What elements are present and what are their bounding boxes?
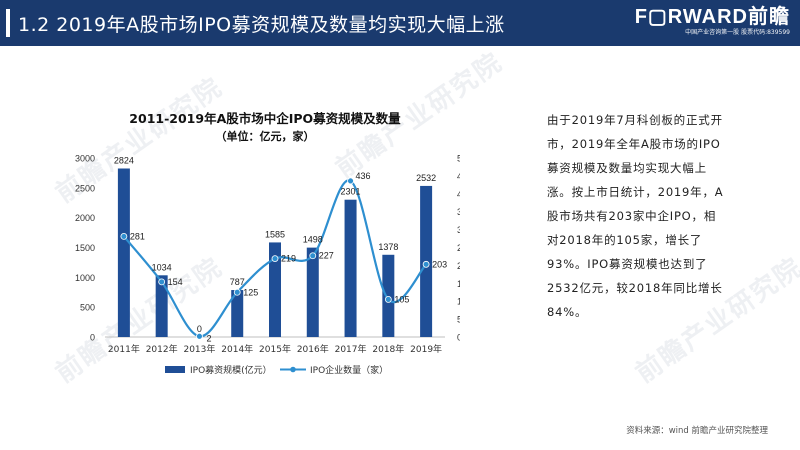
bar-value-label: 1585	[265, 229, 285, 239]
y-right-tick-label: 50	[457, 315, 460, 325]
x-tick-label: 2013年	[183, 343, 215, 355]
brand-name: F▢RWARD前瞻	[634, 6, 790, 28]
x-tick-label: 2018年	[372, 343, 404, 355]
legend-swatch-bar	[165, 366, 185, 373]
y-right-tick-label: 350	[457, 207, 460, 217]
line-value-label: 2	[206, 333, 211, 343]
bar-value-label: 0	[197, 324, 202, 334]
line-point	[158, 278, 166, 286]
y-right-tick-label: 300	[457, 225, 460, 235]
brand-logo: F▢RWARD前瞻 中国产业咨询第一股 股票代码:839599	[625, 6, 790, 37]
y-right-tick-label: 100	[457, 297, 460, 307]
chart-container: 2011-2019年A股市场中企IPO募资规模及数量 （单位：亿元，家） 0 500 1…	[60, 100, 460, 400]
bar-value-label: 2301	[341, 187, 361, 197]
line-value-label: 281	[130, 231, 145, 241]
x-tick-label: 2016年	[297, 343, 329, 355]
bar	[269, 242, 281, 337]
line-point	[196, 332, 203, 340]
bar	[155, 275, 168, 337]
line-point	[422, 260, 430, 268]
bar	[117, 168, 130, 337]
y-left-tick-label: 2500	[75, 183, 95, 193]
y-left-tick-label: 0	[90, 333, 95, 343]
bar-value-label: 2824	[114, 156, 134, 166]
line-point	[120, 233, 128, 240]
y-right-tick-label: 200	[457, 261, 460, 271]
bar-value-label: 1498	[303, 235, 323, 245]
header-bar: 1.2 2019年A股市场IPO募资规模及数量均实现大幅上涨 F▢RWARD前瞻…	[0, 0, 800, 46]
chart-subtitle: （单位：亿元，家）	[216, 129, 315, 143]
line-point	[384, 296, 392, 303]
line-value-label: 154	[168, 277, 183, 287]
ipo-chart: 2011-2019年A股市场中企IPO募资规模及数量（单位：亿元，家）05001…	[75, 111, 460, 376]
y-left-tick-label: 500	[80, 303, 95, 313]
x-tick-label: 2011年	[108, 343, 140, 355]
line-point	[233, 288, 241, 296]
series-line	[123, 179, 427, 338]
x-tick-label: 2014年	[221, 343, 253, 355]
bar-value-label: 1034	[152, 262, 172, 272]
bar	[231, 290, 244, 337]
y-right-tick-label: 400	[457, 189, 460, 199]
x-tick-label: 2019年	[410, 343, 442, 355]
line-value-label: 436	[356, 171, 371, 181]
y-right-tick-label: 150	[457, 279, 460, 289]
bar-value-label: 1378	[378, 242, 398, 252]
header-accent-bar	[6, 9, 10, 37]
line-point	[309, 252, 317, 260]
legend-label-bar: IPO募资规模(亿元）	[190, 364, 272, 376]
line-value-label: 219	[281, 254, 296, 264]
page-title: 1.2 2019年A股市场IPO募资规模及数量均实现大幅上涨	[18, 14, 505, 36]
line-value-label: 125	[243, 287, 258, 297]
y-left-tick-label: 1500	[75, 243, 95, 253]
y-right-tick-label: 0	[457, 333, 460, 343]
y-left-tick-label: 2000	[75, 213, 95, 223]
line-point	[347, 177, 354, 185]
line-value-label: 203	[432, 259, 447, 269]
bar-value-label: 2532	[416, 173, 436, 183]
y-left-tick-label: 3000	[75, 154, 95, 164]
x-tick-label: 2012年	[146, 343, 178, 355]
x-tick-label: 2015年	[259, 343, 291, 355]
brand-subtitle: 中国产业咨询第一股 股票代码:839599	[685, 29, 790, 36]
line-value-label: 227	[319, 251, 334, 261]
line-value-label: 105	[394, 294, 409, 304]
bar	[382, 254, 395, 337]
summary-text: 由于2019年7月科创板的正式开市，2019年全年A股市场的IPO募资规模及数量…	[547, 113, 724, 319]
source-note: 资料来源：wind 前瞻产业研究院整理	[626, 426, 768, 436]
legend-marker-line	[290, 366, 296, 373]
bar	[344, 199, 357, 337]
y-right-tick-label: 500	[457, 154, 460, 164]
y-right-tick-label: 250	[457, 243, 460, 253]
chart-title: 2011-2019年A股市场中企IPO募资规模及数量	[129, 111, 401, 126]
bar-value-label: 787	[230, 277, 245, 287]
line-point	[271, 255, 279, 262]
x-tick-label: 2017年	[335, 343, 367, 355]
y-left-tick-label: 1000	[75, 273, 95, 283]
bar	[306, 247, 319, 337]
legend-label-line: IPO企业数量（家）	[310, 364, 388, 376]
y-right-tick-label: 450	[457, 171, 460, 181]
